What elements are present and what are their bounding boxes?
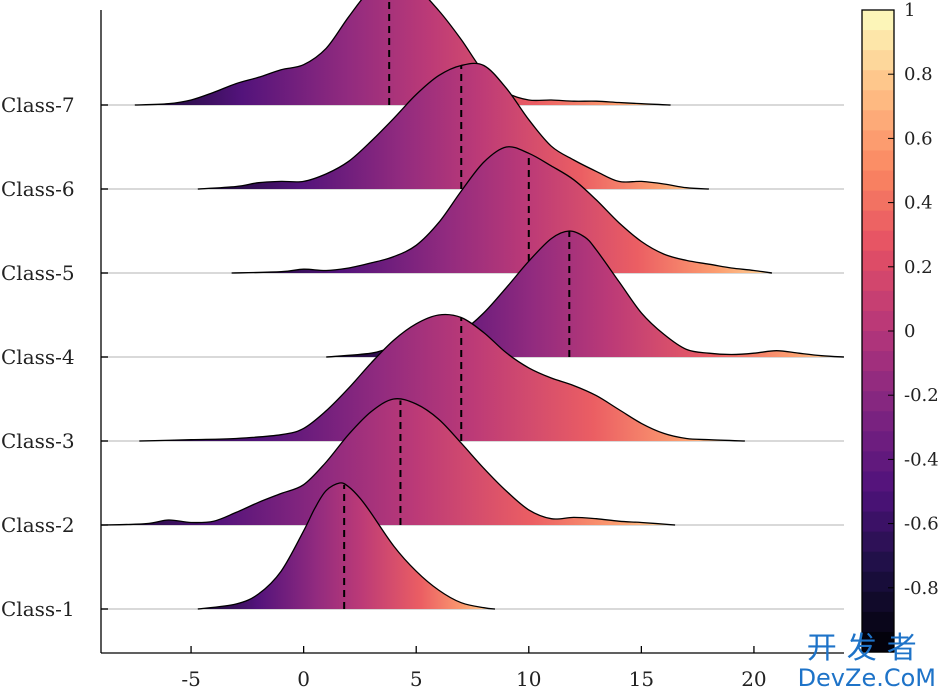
- colorbar-cell: [862, 210, 894, 232]
- colorbar-cell: [862, 270, 894, 292]
- colorbar-tick-label: -0.8: [904, 578, 939, 599]
- y-tick-label: Class-1: [1, 597, 75, 621]
- y-tick-label: Class-7: [1, 93, 75, 117]
- colorbar-cell: [862, 130, 894, 152]
- ridge-outline-class-5: [231, 146, 773, 274]
- colorbar-cell: [862, 331, 894, 352]
- colorbar-cell: [862, 150, 894, 172]
- colorbar-cell: [862, 431, 894, 452]
- y-tick-label: Class-3: [1, 429, 75, 453]
- x-tick-label: 20: [741, 667, 766, 691]
- colorbar-cell: [862, 190, 894, 212]
- ridge-outline-class-7: [134, 0, 671, 106]
- watermark-logo: 开发者 DevZe.CoM: [797, 631, 936, 692]
- y-tick-label: Class-6: [1, 177, 75, 201]
- ridge-area-class-7: [134, 0, 671, 105]
- x-tick-label: -5: [181, 667, 200, 691]
- ridge-area-class-6: [197, 63, 709, 189]
- ridge-area-class-1: [197, 482, 496, 609]
- colorbar-cell: [862, 551, 894, 573]
- colorbar-tick-label: 0.6: [904, 128, 933, 149]
- ridge-area-class-5: [231, 146, 773, 273]
- colorbar-cell: [862, 591, 894, 613]
- colorbar-cell: [862, 30, 894, 51]
- ridge-outline-class-2: [100, 398, 676, 526]
- y-tick-label: Class-4: [1, 345, 75, 369]
- colorbar-cell: [862, 411, 894, 432]
- x-tick-label: 0: [297, 667, 310, 691]
- colorbar-cell: [862, 170, 894, 192]
- colorbar-tick-label: 0.4: [904, 193, 933, 214]
- x-tick-label: 5: [410, 667, 423, 691]
- colorbar-cell: [862, 491, 894, 513]
- colorbar-cell: [862, 531, 894, 553]
- ridge-area-class-2: [101, 398, 676, 525]
- colorbar-tick-label: -0.2: [904, 385, 939, 406]
- colorbar-cell: [862, 310, 894, 332]
- colorbar-tick-label: 0.8: [904, 64, 933, 85]
- colorbar-cell: [862, 631, 894, 653]
- colorbar-cell: [862, 471, 894, 493]
- ridge-outline-class-1: [197, 482, 496, 610]
- ridge-area-class-3: [139, 314, 745, 441]
- watermark-chinese-text: 开发者: [806, 631, 927, 666]
- colorbar-cell: [862, 10, 894, 31]
- colorbar-tick-label: 0.2: [904, 257, 933, 278]
- colorbar-cell: [862, 290, 894, 312]
- colorbar-cell: [862, 611, 894, 633]
- colorbar-tick-label: 1: [904, 0, 915, 21]
- ridge-outline-class-6: [197, 62, 709, 190]
- colorbar-tick-label: -0.4: [904, 449, 939, 470]
- colorbar-cell: [862, 371, 894, 392]
- colorbar-cell: [862, 250, 894, 272]
- colorbar-tick-label: -0.6: [904, 514, 939, 535]
- x-tick-label: 10: [516, 667, 541, 691]
- x-tick-label: 15: [629, 667, 654, 691]
- colorbar-cell: [862, 451, 894, 473]
- ridge-area-class-4: [326, 230, 844, 357]
- colorbar-cell: [862, 90, 894, 111]
- colorbar-cell: [862, 50, 894, 71]
- colorbar-cell: [862, 110, 894, 131]
- watermark-site-text: DevZe.CoM: [797, 664, 936, 692]
- colorbar-cell: [862, 70, 894, 91]
- ridge-outline-class-3: [139, 313, 745, 442]
- colorbar-cell: [862, 391, 894, 412]
- y-tick-label: Class-2: [1, 513, 75, 537]
- colorbar-cell: [862, 571, 894, 593]
- colorbar-cell: [862, 511, 894, 533]
- colorbar-cell: [862, 351, 894, 372]
- y-tick-label: Class-5: [1, 261, 75, 285]
- colorbar-tick-label: 0: [904, 321, 915, 342]
- colorbar-cell: [862, 230, 894, 252]
